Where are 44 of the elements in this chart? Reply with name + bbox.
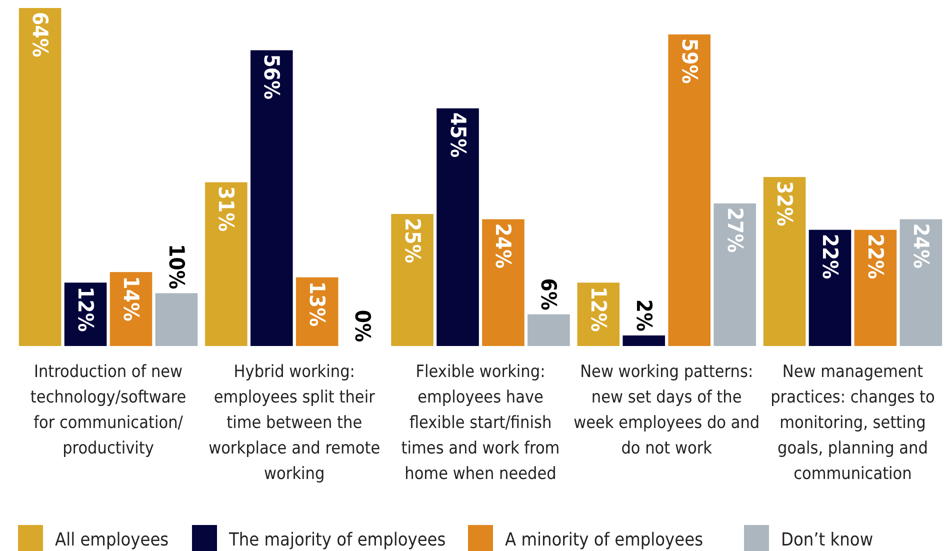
bar — [250, 50, 293, 346]
bar — [763, 177, 806, 346]
data-label: 45% — [446, 112, 470, 158]
data-label: 22% — [818, 234, 842, 280]
data-label: 2% — [632, 299, 656, 332]
legend-label: The majority of employees — [228, 530, 446, 550]
x-tick-label: New management practices: changes to monitoring, setting goals, planning and communication — [770, 362, 935, 484]
legend-label: Don’t know — [781, 530, 874, 550]
data-label: 64% — [28, 12, 52, 58]
bar — [528, 314, 570, 346]
data-label: 56% — [260, 54, 284, 100]
bar — [391, 214, 434, 346]
bar — [18, 8, 62, 346]
data-label: 14% — [119, 276, 144, 322]
bar — [436, 108, 479, 346]
x-tick-label: Hybrid working: employees split their time between the workplace and remote working — [208, 362, 380, 484]
bar — [668, 34, 710, 346]
data-label: 59% — [677, 38, 702, 84]
data-label: 6% — [536, 278, 561, 310]
legend-label: All employees — [55, 530, 169, 550]
data-label: 22% — [863, 234, 888, 280]
data-label: 25% — [400, 218, 424, 264]
bar — [714, 203, 756, 346]
bar — [854, 230, 897, 346]
bar — [205, 182, 248, 346]
bar — [808, 230, 852, 346]
data-label: 0% — [350, 310, 375, 342]
bar — [482, 219, 524, 346]
data-label: 27% — [722, 207, 747, 253]
bar — [622, 335, 666, 346]
data-label: 10% — [164, 244, 188, 290]
legend-label: A minority of employees — [505, 530, 704, 550]
x-tick-label: Flexible working: employees have flexible start/finish times and work from home when needed — [401, 362, 560, 484]
data-label: 32% — [772, 181, 797, 226]
x-tick-label: Introduction of new technology/software for communication/ productivity — [30, 362, 186, 458]
data-label: 24% — [491, 223, 516, 269]
data-label: 31% — [214, 186, 238, 232]
data-label: 13% — [305, 281, 330, 327]
x-tick-label: New working patterns: new set days of the week employees do and do not work — [574, 362, 760, 458]
data-label: 12% — [586, 286, 610, 332]
bar — [900, 219, 942, 346]
data-label: 24% — [908, 223, 933, 269]
bar — [155, 293, 198, 346]
data-label: 12% — [74, 286, 98, 332]
